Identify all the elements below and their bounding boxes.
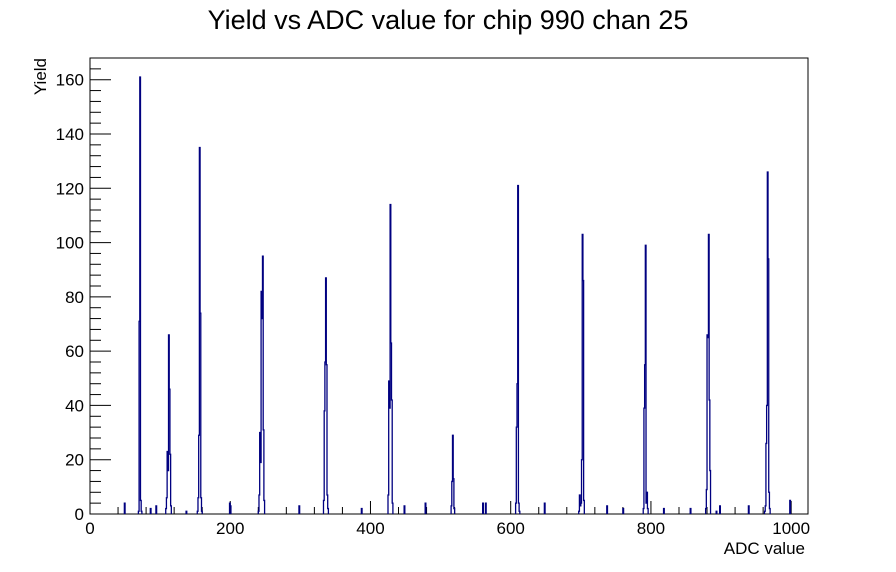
- x-tick-label: 800: [637, 519, 665, 538]
- histogram-peak: [137, 76, 143, 514]
- histogram-peak: [228, 502, 232, 514]
- y-tick-label: 140: [56, 125, 84, 144]
- y-axis-title: Yield: [31, 58, 50, 95]
- histogram-peak: [704, 233, 712, 514]
- histogram-bin: [149, 507, 152, 514]
- yield-series: [123, 76, 792, 514]
- y-tick-label: 100: [56, 234, 84, 253]
- histogram-peak: [257, 255, 266, 514]
- histogram-bin: [482, 502, 485, 514]
- x-axis: 0 200 400 600 800 1000: [85, 501, 810, 538]
- y-tick-label: 40: [65, 396, 84, 415]
- histogram-bin: [424, 502, 427, 514]
- histogram-peak: [578, 233, 585, 514]
- y-tick-label: 0: [75, 505, 84, 524]
- histogram-bin: [298, 505, 301, 514]
- histogram-bin: [662, 507, 665, 514]
- histogram-peak: [196, 146, 203, 514]
- x-tick-label: 200: [216, 519, 244, 538]
- histogram-bin: [123, 502, 126, 514]
- y-tick-label: 120: [56, 179, 84, 198]
- y-axis: 0 20 40 60 80 100 120 140 160: [56, 57, 111, 524]
- plot-frame: [89, 57, 809, 515]
- histogram-bin: [155, 505, 158, 514]
- histogram-bin: [622, 507, 625, 514]
- histogram-peak: [322, 277, 330, 514]
- x-tick-label: 1000: [772, 519, 810, 538]
- histogram-bin: [747, 505, 750, 514]
- histogram-peak: [763, 171, 771, 514]
- histogram-bin: [185, 510, 188, 514]
- histogram-peak: [514, 184, 521, 514]
- y-tick-label: 60: [65, 342, 84, 361]
- x-axis-title: ADC value: [724, 539, 805, 558]
- histogram-bin: [789, 499, 792, 514]
- y-tick-label: 160: [56, 71, 84, 90]
- histogram-bin: [689, 507, 692, 514]
- chart-title: Yield vs ADC value for chip 990 chan 25: [208, 5, 689, 35]
- histogram-peak: [165, 334, 172, 514]
- y-tick-label: 80: [65, 288, 84, 307]
- histogram-bin: [606, 505, 609, 514]
- x-tick-label: 0: [85, 519, 94, 538]
- x-tick-label: 600: [497, 519, 525, 538]
- histogram-peak: [387, 203, 394, 514]
- histogram-bin: [403, 505, 406, 514]
- histogram-bin: [719, 505, 722, 514]
- histogram-bin: [360, 507, 363, 514]
- histogram-peak: [642, 244, 649, 514]
- histogram-bin: [715, 510, 718, 514]
- histogram-bin: [543, 502, 546, 514]
- x-tick-label: 400: [356, 519, 384, 538]
- histogram-bin: [484, 502, 487, 514]
- histogram-peak: [450, 434, 456, 514]
- y-tick-label: 20: [65, 451, 84, 470]
